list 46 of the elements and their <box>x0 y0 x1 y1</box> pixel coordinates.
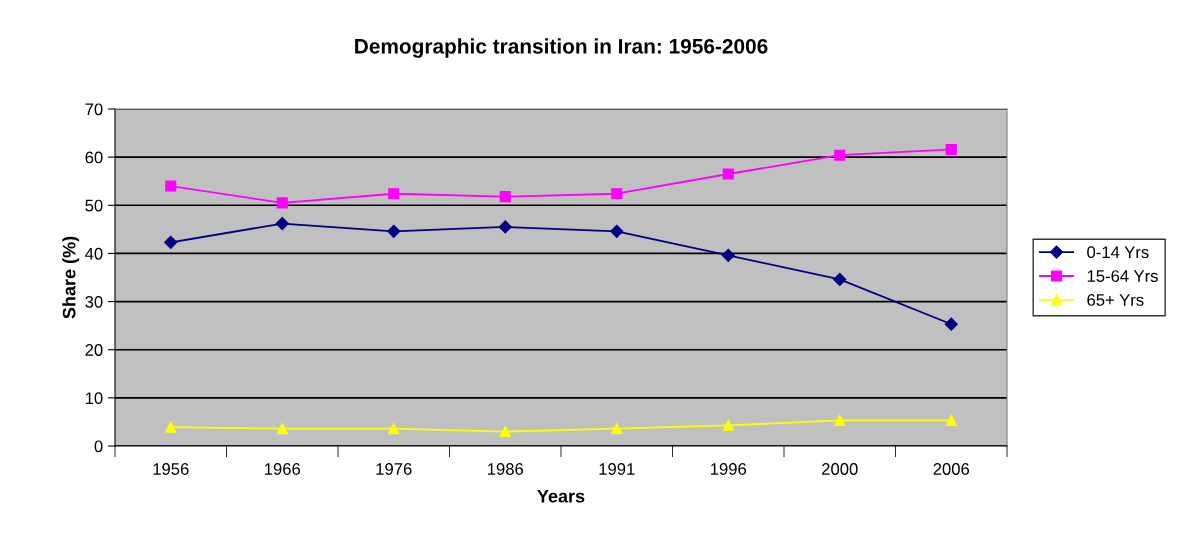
point <box>722 419 734 431</box>
x-axis-title: Years <box>537 489 585 503</box>
point <box>611 423 623 435</box>
y-tick-label: 20 <box>85 344 103 356</box>
point <box>721 248 735 262</box>
point <box>498 220 512 234</box>
point <box>499 426 511 438</box>
x-tick-label: 1976 <box>376 463 412 475</box>
point <box>499 191 511 203</box>
y-tick-label: 30 <box>85 295 103 308</box>
point <box>610 224 624 238</box>
point <box>165 180 177 192</box>
point <box>276 423 288 435</box>
x-tick-label: 2006 <box>933 463 970 475</box>
point <box>945 143 957 155</box>
point <box>945 414 957 427</box>
y-axis-title: Share (%) <box>62 236 80 319</box>
point <box>611 188 623 200</box>
y-tick-label: 10 <box>85 392 103 405</box>
point <box>834 149 846 161</box>
y-tick-label: 60 <box>85 151 103 164</box>
point <box>165 421 177 433</box>
y-tick-label: 0 <box>94 440 103 453</box>
point <box>388 423 400 435</box>
point <box>722 168 734 180</box>
y-tick-label: 50 <box>85 199 103 212</box>
x-tick-label: 1991 <box>599 463 635 475</box>
legend-label: 65+ Yrs <box>1087 294 1144 306</box>
y-tick-label: 70 <box>85 103 103 116</box>
x-tick-label: 1966 <box>264 463 301 475</box>
x-tick-label: 1986 <box>487 463 524 475</box>
point <box>276 197 288 209</box>
point <box>388 188 400 200</box>
x-tick-label: 2000 <box>822 463 858 475</box>
point <box>834 414 846 427</box>
point <box>275 216 289 231</box>
point <box>164 235 178 249</box>
legend-label: 0-14 Yrs <box>1087 246 1149 259</box>
chart-title: Demographic transition in Iran: 1956-2006 <box>355 38 768 58</box>
legend-label: 15-64 Yrs <box>1087 270 1158 282</box>
x-tick-label: 1956 <box>153 463 189 475</box>
x-tick-label: 1996 <box>710 463 747 475</box>
point <box>944 317 958 331</box>
y-tick-label: 40 <box>85 247 103 260</box>
point <box>833 272 847 287</box>
point <box>387 224 401 238</box>
